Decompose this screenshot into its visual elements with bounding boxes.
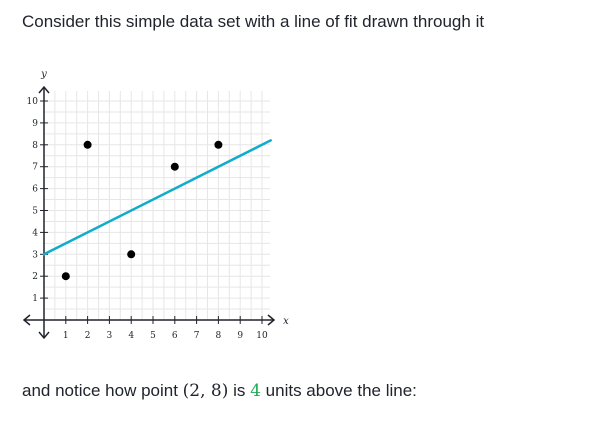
y-tick-label: 8	[32, 141, 38, 151]
y-axis-label: y	[40, 69, 47, 80]
y-tick-label: 9	[32, 119, 38, 129]
data-point	[127, 250, 136, 259]
x-tick-label: 3	[107, 331, 113, 341]
x-tick-label: 1	[63, 331, 69, 341]
x-axis-left-arrow	[22, 314, 31, 326]
data-point	[83, 140, 92, 149]
y-tick-label: 4	[32, 228, 38, 238]
y-tick-label: 5	[32, 207, 38, 217]
outro-value: 4	[250, 381, 261, 401]
y-tick-label: 7	[32, 163, 38, 173]
data-point	[214, 140, 223, 149]
data-point	[61, 272, 70, 281]
intro-text: Consider this simple data set with a lin…	[22, 12, 485, 31]
y-tick-label: 3	[32, 250, 38, 260]
fit-line	[42, 139, 272, 256]
y-tick-label: 10	[27, 97, 39, 107]
outro-before: and notice how point	[22, 381, 183, 400]
y-tick-label: 6	[32, 185, 38, 195]
outro-point: (2, 8)	[182, 381, 229, 401]
y-axis-up-arrow	[38, 85, 50, 94]
x-tick-label: 5	[150, 331, 156, 341]
y-axis-down-arrow	[38, 331, 50, 340]
x-axis-label: x	[283, 316, 289, 327]
x-axis-right-arrow	[267, 314, 276, 326]
x-tick-label: 9	[237, 331, 243, 341]
data-point	[170, 162, 179, 171]
x-tick-label: 10	[256, 331, 268, 341]
x-tick-label: 4	[128, 331, 134, 341]
fit-line-group	[42, 139, 272, 256]
outro-mid: is	[228, 381, 251, 400]
chart-ticks: 1 2 3 4 5 6 7 8 9 10 1 2 3 4 5 6 7 8 9 10	[27, 97, 268, 341]
y-tick-label: 2	[32, 272, 38, 282]
data-points	[61, 140, 223, 281]
x-tick-label: 6	[172, 331, 178, 341]
x-tick-label: 7	[194, 331, 200, 341]
x-tick-label: 8	[216, 331, 222, 341]
y-tick-label: 1	[32, 294, 38, 304]
x-tick-label: 2	[85, 331, 91, 341]
outro-after: units above the line:	[260, 381, 417, 400]
outro-text: and notice how point (2, 8) is 4 units a…	[22, 381, 417, 401]
chart-grid	[43, 91, 270, 321]
